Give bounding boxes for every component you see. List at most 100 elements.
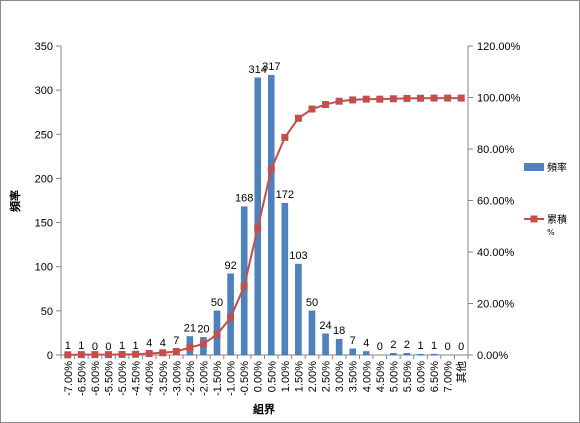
x-tick-label: 4.50%: [375, 361, 387, 392]
x-tick-label: -7.00%: [63, 361, 75, 396]
x-tick-label: -4.00%: [144, 361, 156, 396]
cumulative-point: [389, 95, 397, 103]
x-tick-label: -2.00%: [198, 361, 210, 396]
bar-data-label: 103: [289, 250, 307, 262]
bar-data-label: 50: [306, 297, 318, 309]
legend-label-frequency: 頻率: [547, 161, 567, 174]
cumulative-point: [349, 96, 357, 104]
x-tick-label: -1.50%: [212, 361, 224, 396]
x-tick-label: 2.00%: [307, 361, 319, 392]
bar: [295, 263, 302, 356]
y-axis-left: 0 50 100 150 200 250 300 350: [35, 41, 62, 362]
bar-data-label: 1: [119, 340, 125, 352]
x-tick-label: -5.50%: [103, 361, 115, 396]
x-tick-label: 3.00%: [334, 361, 346, 392]
bar-data-label: 2: [390, 339, 396, 351]
y-tick-label: 350: [35, 41, 53, 53]
bar-data-label: 168: [235, 193, 253, 205]
y2-tick-label: 40.00%: [477, 247, 515, 259]
x-tick-label: 0.50%: [266, 361, 278, 392]
y-tick-label: 200: [35, 173, 53, 185]
y-tick-label: 50: [41, 306, 53, 318]
bar: [349, 348, 356, 356]
y-tick-label: 100: [35, 262, 53, 274]
bar-data-label: 1: [431, 340, 437, 352]
x-tick-label: 5.50%: [402, 361, 414, 392]
legend-label-cumulative-percent: %: [547, 228, 555, 237]
cumulative-point: [308, 105, 316, 113]
bar: [417, 353, 424, 356]
y-tick-label: 150: [35, 218, 53, 230]
x-tick-label: -3.50%: [158, 361, 170, 396]
bar: [335, 338, 343, 356]
bar-series: [64, 74, 438, 356]
bar-data-label: 24: [319, 320, 331, 332]
bar-data-label: 1: [65, 340, 71, 352]
cumulative-point: [118, 350, 126, 358]
y2-tick-label: 20.00%: [477, 299, 515, 311]
x-tick-label: 6.00%: [416, 361, 428, 392]
cumulative-point: [104, 351, 112, 359]
bar-data-label: 0: [377, 341, 383, 353]
y-axis-right: 0.00% 20.00% 40.00% 60.00% 80.00% 100.00% 120.…: [467, 41, 521, 362]
x-tick-label: 7.00%: [443, 361, 455, 392]
cumulative-point: [213, 331, 221, 339]
bar-data-label: 92: [224, 260, 236, 272]
bar: [403, 353, 411, 356]
bar-data-label: 172: [276, 189, 294, 201]
cumulative-point: [172, 347, 180, 355]
x-tick-label: 4.00%: [361, 361, 373, 392]
cumulative-point: [145, 350, 153, 358]
cumulative-point: [376, 95, 384, 103]
x-tick-label: 1.00%: [280, 361, 292, 392]
x-tick-label: 其他: [455, 361, 468, 383]
y2-tick-label: 80.00%: [477, 144, 515, 156]
cumulative-point: [199, 340, 207, 348]
cumulative-line: [67, 97, 462, 356]
bar-data-label: 4: [363, 337, 369, 349]
bar: [390, 353, 397, 356]
y2-tick-label: 0.00%: [477, 350, 508, 362]
cumulative-point: [294, 114, 302, 122]
cumulative-point: [267, 165, 275, 173]
bar: [281, 202, 289, 356]
bar-data-label: 1: [78, 340, 84, 352]
cumulative-point: [444, 94, 452, 102]
x-tick-label: -6.50%: [76, 361, 88, 396]
bar-data-label: 18: [333, 325, 345, 337]
x-tick-label: 5.00%: [388, 361, 400, 392]
bar: [322, 333, 329, 356]
x-axis-title: 組界: [253, 402, 275, 416]
bar-data-label: 20: [197, 323, 209, 335]
cumulative-point: [417, 94, 425, 102]
cumulative-point: [91, 351, 99, 359]
x-tick-label: 0.00%: [253, 361, 265, 392]
cumulative-point: [132, 350, 140, 358]
legend-label-cumulative: 累積: [547, 213, 567, 226]
bar-data-label: 1: [417, 340, 423, 352]
cumulative-point: [403, 94, 411, 102]
y2-tick-label: 120.00%: [477, 41, 521, 53]
bar-data-label: 317: [262, 61, 280, 73]
cumulative-point: [457, 94, 465, 102]
cumulative-point: [322, 101, 330, 109]
cumulative-point: [159, 349, 167, 357]
legend-line-marker: [530, 215, 538, 223]
x-tick-label: -3.00%: [171, 361, 183, 396]
bar-data-label: 4: [160, 337, 166, 349]
bar-data-label: 2: [404, 339, 410, 351]
x-tick-label: -0.50%: [239, 361, 251, 396]
cumulative-point: [335, 97, 343, 105]
bar-data-label: 4: [146, 337, 152, 349]
y-axis-title: 頻率: [8, 190, 22, 212]
bar: [362, 351, 370, 356]
bar-data-label: 314: [249, 64, 267, 76]
cumulative-point: [240, 282, 248, 290]
bar-data-label: 0: [105, 341, 111, 353]
bar-data-label: 0: [458, 341, 464, 353]
cumulative-point: [430, 94, 438, 102]
bar-data-label: 21: [184, 322, 196, 334]
